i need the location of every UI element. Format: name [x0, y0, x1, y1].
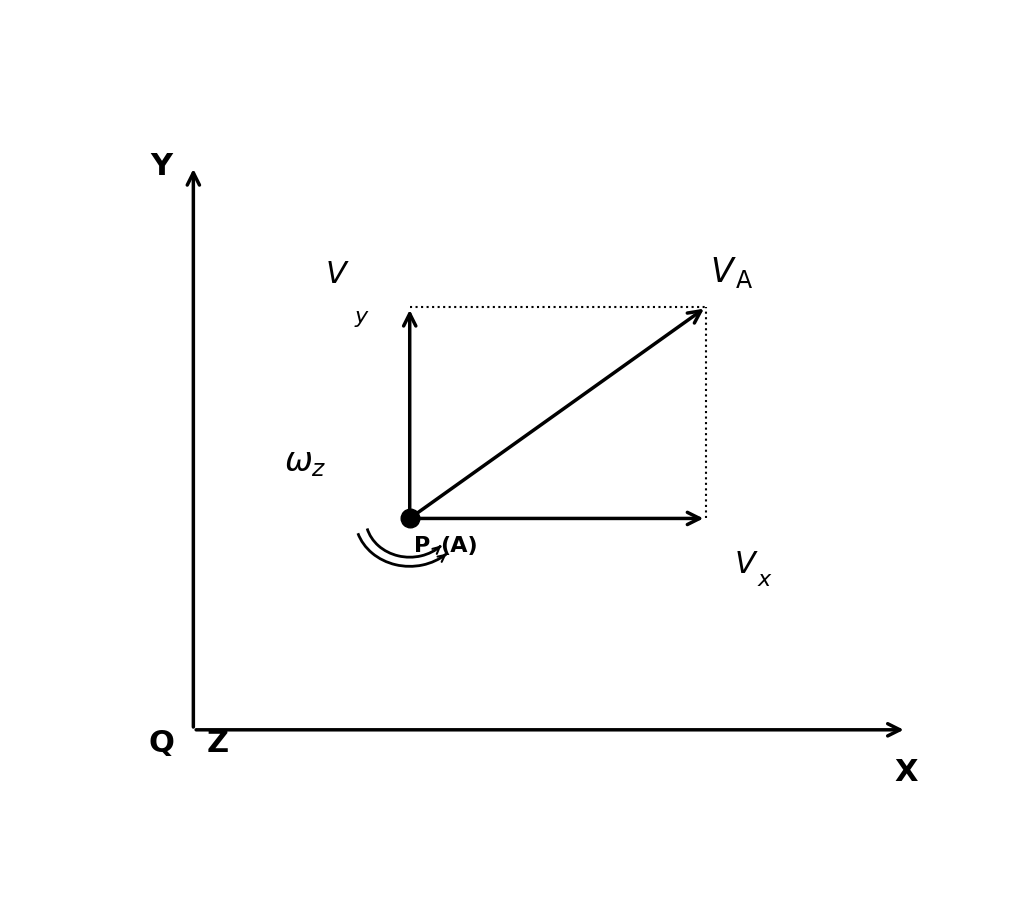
- Text: Q: Q: [148, 729, 175, 759]
- Text: $\mathbf{\mathit{V}}$: $\mathbf{\mathit{V}}$: [734, 550, 759, 579]
- Text: Z: Z: [207, 729, 229, 759]
- Text: P: P: [414, 536, 430, 556]
- Text: X: X: [894, 758, 918, 787]
- Text: $\omega_z$: $\omega_z$: [284, 446, 327, 479]
- Text: (A): (A): [440, 536, 478, 556]
- Text: $\mathbf{\mathit{V}}$: $\mathbf{\mathit{V}}$: [710, 256, 737, 289]
- Text: $\mathit{x}$: $\mathit{x}$: [757, 570, 772, 590]
- Text: Y: Y: [150, 152, 173, 180]
- Text: $\mathit{y}$: $\mathit{y}$: [354, 309, 369, 329]
- Text: A: A: [736, 269, 752, 293]
- Text: $\mathbf{\mathit{V}}$: $\mathbf{\mathit{V}}$: [325, 261, 349, 289]
- Point: [401, 511, 418, 526]
